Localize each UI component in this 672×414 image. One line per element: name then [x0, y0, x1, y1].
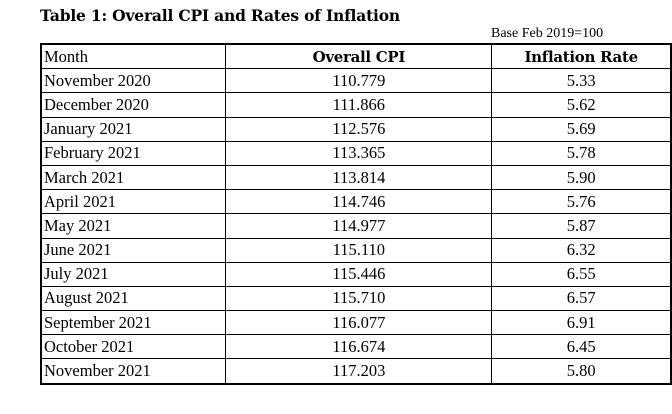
cpi-inflation-table: Month Overall CPI Inflation Rate Novembe… — [40, 43, 672, 385]
cell-overall-cpi: 116.077 — [225, 310, 493, 336]
cell-inflation-rate: 5.69 — [491, 117, 672, 142]
cell-inflation-rate: 5.33 — [491, 68, 672, 94]
cell-inflation-rate: 6.55 — [491, 262, 672, 287]
cell-inflation-rate: 6.57 — [491, 286, 672, 312]
cell-month: November 2020 — [40, 68, 227, 94]
table-row: November 2020 110.779 5.33 — [40, 68, 672, 94]
table-row: November 2021 117.203 5.80 — [40, 358, 672, 385]
cell-inflation-rate: 6.91 — [491, 310, 672, 336]
cell-month: December 2020 — [40, 92, 227, 118]
table-row: March 2021 113.814 5.90 — [40, 165, 672, 191]
cell-month: October 2021 — [40, 334, 227, 360]
table-row: April 2021 114.746 5.76 — [40, 189, 672, 215]
cell-overall-cpi: 115.446 — [225, 262, 493, 287]
table-row: July 2021 115.446 6.55 — [40, 262, 672, 287]
cell-month: July 2021 — [40, 262, 227, 287]
table-title: Table 1: Overall CPI and Rates of Inflat… — [40, 6, 400, 25]
cell-overall-cpi: 115.110 — [225, 238, 493, 263]
table-row: May 2021 114.977 5.87 — [40, 213, 672, 239]
cell-month: May 2021 — [40, 213, 227, 239]
table-header-row: Month Overall CPI Inflation Rate — [40, 43, 672, 70]
header-inflation-rate: Inflation Rate — [491, 43, 672, 70]
table-row: September 2021 116.077 6.91 — [40, 310, 672, 336]
cell-month: June 2021 — [40, 238, 227, 263]
cell-overall-cpi: 115.710 — [225, 286, 493, 312]
cell-month: April 2021 — [40, 189, 227, 215]
cell-inflation-rate: 5.80 — [491, 358, 672, 385]
cell-overall-cpi: 113.814 — [225, 165, 493, 191]
cell-overall-cpi: 116.674 — [225, 334, 493, 360]
cell-month: March 2021 — [40, 165, 227, 191]
cell-inflation-rate: 5.76 — [491, 189, 672, 215]
table-body: November 2020 110.779 5.33 December 2020 111… — [40, 68, 672, 385]
cell-overall-cpi: 110.779 — [225, 68, 493, 94]
table-row: January 2021 112.576 5.69 — [40, 117, 672, 142]
cell-overall-cpi: 114.977 — [225, 213, 493, 239]
cell-overall-cpi: 114.746 — [225, 189, 493, 215]
header-overall-cpi: Overall CPI — [225, 43, 493, 70]
cell-overall-cpi: 113.365 — [225, 141, 493, 166]
header-month: Month — [40, 43, 227, 70]
table-row: June 2021 115.110 6.32 — [40, 238, 672, 263]
cell-month: February 2021 — [40, 141, 227, 166]
cell-overall-cpi: 112.576 — [225, 117, 493, 142]
cell-inflation-rate: 5.90 — [491, 165, 672, 191]
table-row: February 2021 113.365 5.78 — [40, 141, 672, 166]
cell-month: January 2021 — [40, 117, 227, 142]
cell-inflation-rate: 5.87 — [491, 213, 672, 239]
table-row: August 2021 115.710 6.57 — [40, 286, 672, 312]
cell-overall-cpi: 117.203 — [225, 358, 493, 385]
cell-inflation-rate: 6.32 — [491, 238, 672, 263]
cell-inflation-rate: 5.78 — [491, 141, 672, 166]
table-row: December 2020 111.866 5.62 — [40, 92, 672, 118]
cell-inflation-rate: 5.62 — [491, 92, 672, 118]
cell-overall-cpi: 111.866 — [225, 92, 493, 118]
cell-month: November 2021 — [40, 358, 227, 385]
table-row: October 2021 116.674 6.45 — [40, 334, 672, 360]
cell-month: August 2021 — [40, 286, 227, 312]
base-period-note: Base Feb 2019=100 — [491, 26, 604, 41]
cell-month: September 2021 — [40, 310, 227, 336]
cell-inflation-rate: 6.45 — [491, 334, 672, 360]
